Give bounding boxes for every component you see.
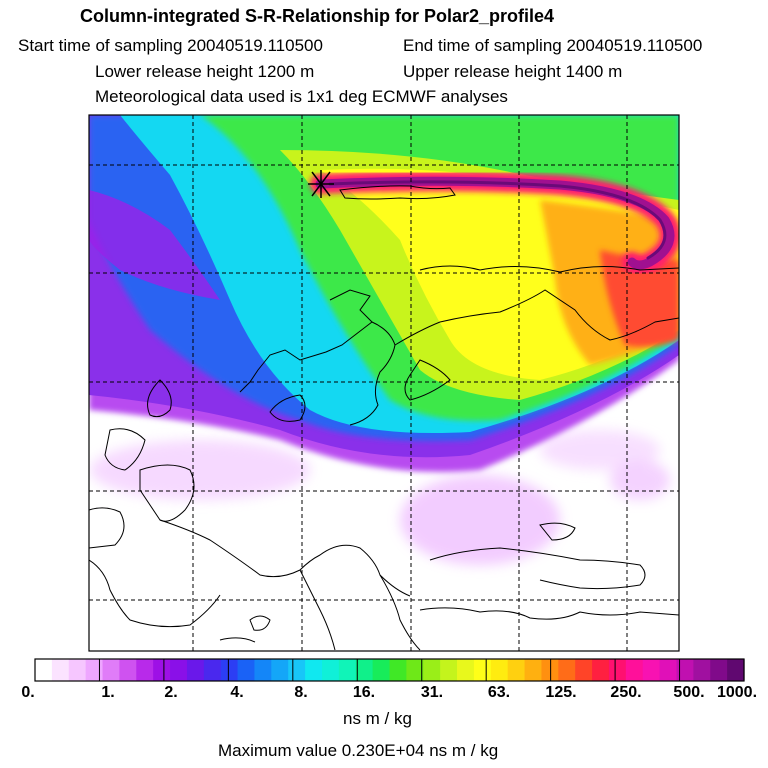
- colorbar-swatch: [558, 659, 576, 681]
- colorbar-swatch: [693, 659, 711, 681]
- colorbar-label: 2.: [164, 684, 178, 701]
- colorbar-label: 500.: [673, 684, 705, 701]
- colorbar-swatch: [457, 659, 475, 681]
- colorbar-swatch: [237, 659, 256, 681]
- graticule: [89, 115, 679, 651]
- met-data-label: Meteorological data used is 1x1 deg ECMW…: [95, 87, 508, 106]
- colorbar-swatch: [321, 659, 340, 681]
- colorbar-swatch: [592, 659, 610, 681]
- colorbar-label: 4.: [230, 684, 244, 701]
- colorbar-swatch: [271, 659, 289, 681]
- colorbar-swatch: [102, 659, 120, 681]
- colorbar-swatch: [406, 659, 424, 681]
- map-frame: [88, 114, 680, 652]
- colorbar-label: 250.: [610, 684, 642, 701]
- colorbar-swatch: [68, 659, 87, 681]
- colorbar-swatch: [659, 659, 678, 681]
- unit-label: ns m / kg: [343, 709, 412, 728]
- colorbar-label: 16.: [352, 684, 376, 701]
- colorbar-label: 125.: [545, 684, 577, 701]
- colorbar-swatch: [153, 659, 171, 681]
- colorbar-swatch: [51, 659, 70, 681]
- colorbar-border: [34, 658, 745, 682]
- colorbar-swatch: [507, 659, 526, 681]
- colorbar-label: 63.: [487, 684, 511, 701]
- colorbar-swatch: [186, 659, 205, 681]
- colorbar-swatch: [288, 659, 306, 681]
- colorbar-swatch: [305, 659, 323, 681]
- colorbar-swatch: [642, 659, 661, 681]
- colorbar-swatch: [676, 659, 694, 681]
- colorbar-swatch: [389, 659, 407, 681]
- sensitivity-field: [89, 115, 679, 651]
- colorbar: [34, 658, 745, 682]
- colorbar-label: 1000.: [716, 684, 758, 701]
- colorbar-label: 31.: [420, 684, 444, 701]
- colorbar-swatch: [473, 659, 492, 681]
- colorbar-swatch: [575, 659, 593, 681]
- colorbar-swatch: [710, 659, 728, 681]
- colorbar-swatch: [524, 659, 543, 681]
- colorbar-swatch: [423, 659, 441, 681]
- colorbar-swatch: [338, 659, 357, 681]
- colorbar-swatch: [490, 659, 509, 681]
- colorbar-swatch: [85, 659, 104, 681]
- page-title: Column-integrated S-R-Relationship for P…: [80, 6, 555, 26]
- colorbar-swatch: [440, 659, 458, 681]
- release-site-asterisk: [308, 170, 334, 198]
- colorbar-swatch: [203, 659, 222, 681]
- colorbar-swatch: [220, 659, 239, 681]
- colorbar-swatch: [372, 659, 391, 681]
- colorbar-swatch: [35, 659, 53, 681]
- upper-release-label: Upper release height 1400 m: [403, 62, 623, 81]
- colorbar-swatch: [170, 659, 188, 681]
- start-time-label: Start time of sampling 20040519.110500: [18, 36, 323, 55]
- max-value-label: Maximum value 0.230E+04 ns m / kg: [218, 741, 499, 760]
- colorbar-label: 1.: [101, 684, 115, 701]
- colorbar-swatch: [608, 659, 627, 681]
- end-time-label: End time of sampling 20040519.110500: [403, 36, 703, 55]
- colorbar-label: 0.: [21, 684, 35, 701]
- coastlines: [89, 185, 679, 651]
- colorbar-swatch: [119, 659, 137, 681]
- colorbar-swatch: [136, 659, 154, 681]
- colorbar-swatch: [625, 659, 644, 681]
- colorbar-swatch: [254, 659, 272, 681]
- colorbar-swatch: [727, 659, 745, 681]
- colorbar-label: 8.: [294, 684, 308, 701]
- lower-release-label: Lower release height 1200 m: [95, 62, 315, 81]
- colorbar-swatch: [355, 659, 374, 681]
